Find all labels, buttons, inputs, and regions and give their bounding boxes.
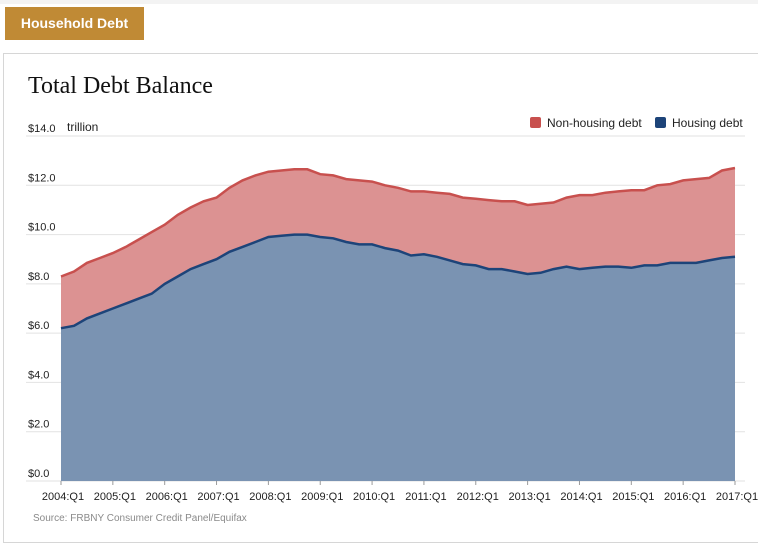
legend-item-housing[interactable]: Housing debt (655, 116, 743, 130)
chart-title: Total Debt Balance (28, 73, 213, 99)
legend-item-non-housing[interactable]: Non-housing debt (530, 116, 642, 130)
area-housing-debt (61, 234, 735, 481)
y-tick-label: $12.0 (28, 172, 56, 184)
section-tab-household-debt[interactable]: Household Debt (5, 7, 144, 40)
x-tick-label: 2005:Q1 (94, 491, 136, 503)
legend-swatch-non-housing (530, 117, 541, 128)
x-tick-label: 2017:Q1 (716, 491, 758, 503)
y-tick-label: $2.0 (28, 419, 49, 431)
x-tick-label: 2006:Q1 (146, 491, 188, 503)
y-axis-unit-label: trillion (67, 120, 99, 134)
y-tick-label: $4.0 (28, 369, 49, 381)
line-non-housing-debt (60, 166, 736, 278)
y-axis-ticks: $0.0 $2.0 $4.0 $6.0 $8.0 $10.0 $12.0 $14.0 (28, 123, 56, 480)
x-tick-label: 2011:Q1 (405, 491, 446, 503)
x-tick-label: 2012:Q1 (457, 491, 499, 503)
source-note: Source: FRBNY Consumer Credit Panel/Equi… (33, 513, 247, 524)
x-tick-label: 2007:Q1 (197, 491, 239, 503)
area-layer (60, 166, 736, 481)
y-tick-label: $10.0 (28, 222, 56, 234)
x-tick-label: 2009:Q1 (301, 491, 343, 503)
legend-label-non-housing: Non-housing debt (547, 116, 642, 130)
top-rule (0, 0, 758, 4)
line-housing-debt (60, 233, 736, 330)
x-tick-label: 2015:Q1 (612, 491, 654, 503)
x-tick-label: 2004:Q1 (42, 491, 84, 503)
y-tick-label: $14.0 (28, 123, 56, 135)
x-tick-label: 2008:Q1 (249, 491, 291, 503)
y-tick-label: $8.0 (28, 271, 49, 283)
x-tick-label: 2010:Q1 (353, 491, 395, 503)
x-tick-label: 2016:Q1 (664, 491, 706, 503)
x-tick-label: 2014:Q1 (560, 491, 602, 503)
x-tick-label: 2013:Q1 (509, 491, 551, 503)
area-non-housing-debt (61, 168, 735, 329)
y-tick-label: $6.0 (28, 320, 49, 332)
legend-swatch-housing (655, 117, 666, 128)
legend-label-housing: Housing debt (672, 116, 743, 130)
y-tick-label: $0.0 (28, 468, 49, 480)
x-axis-ticks: 2004:Q1 2005:Q1 2006:Q1 2007:Q1 2008:Q1 2009:… (42, 481, 758, 503)
